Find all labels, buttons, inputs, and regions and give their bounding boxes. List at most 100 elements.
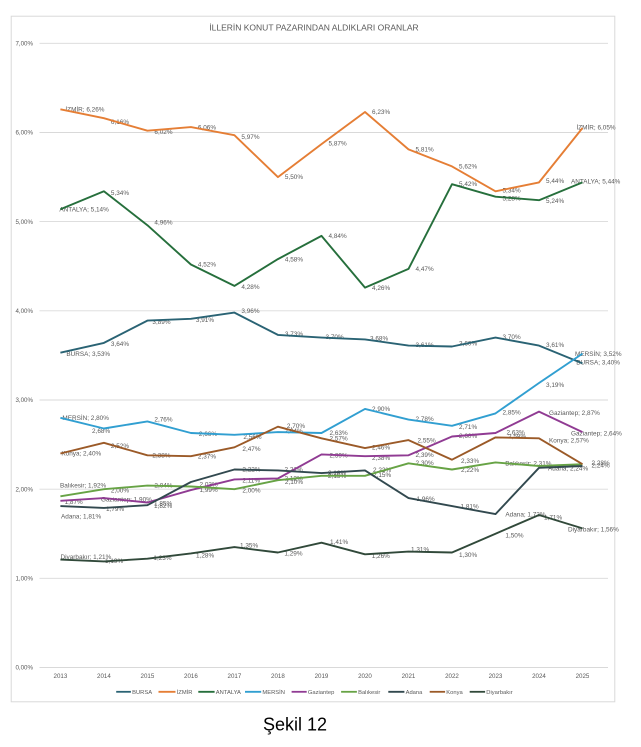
svg-text:2,60%: 2,60% [459, 433, 477, 440]
svg-text:1,71%: 1,71% [544, 515, 562, 522]
svg-text:4,84%: 4,84% [329, 233, 347, 240]
svg-text:3,60%: 3,60% [459, 341, 477, 348]
svg-text:5,42%: 5,42% [459, 181, 477, 188]
svg-text:2,22%: 2,22% [461, 467, 479, 474]
svg-text:1,85%: 1,85% [154, 500, 172, 507]
svg-text:1,82%: 1,82% [154, 503, 172, 510]
svg-text:1,30%: 1,30% [459, 552, 477, 559]
svg-text:1,79%: 1,79% [106, 506, 124, 513]
svg-text:2,00%: 2,00% [111, 487, 129, 494]
svg-text:2,90%: 2,90% [372, 406, 390, 413]
svg-text:2,66%: 2,66% [199, 431, 217, 438]
svg-text:5,34%: 5,34% [111, 190, 129, 197]
svg-text:Balıkesir; 2,31%: Balıkesir; 2,31% [505, 461, 551, 468]
svg-text:BURSA: BURSA [132, 690, 152, 696]
svg-text:2016: 2016 [184, 673, 198, 680]
svg-text:4,58%: 4,58% [285, 256, 303, 263]
svg-text:2,33%: 2,33% [461, 458, 479, 465]
svg-text:7,00%: 7,00% [15, 41, 33, 48]
svg-text:1,00%: 1,00% [15, 576, 33, 583]
svg-text:Konya: Konya [446, 690, 463, 696]
svg-text:2,24%: 2,24% [592, 462, 610, 469]
svg-text:2,56%: 2,56% [243, 434, 261, 441]
svg-text:2014: 2014 [97, 673, 111, 680]
svg-text:Balıkesir; 1,92%: Balıkesir; 1,92% [60, 483, 106, 490]
svg-text:1,81%: 1,81% [461, 503, 479, 510]
svg-text:İLLERİN KONUT PAZARINDAN ALDIK: İLLERİN KONUT PAZARINDAN ALDIKLARI ORANL… [209, 23, 418, 33]
svg-text:2,00%: 2,00% [15, 486, 33, 493]
svg-text:Adana; 1,72%: Adana; 1,72% [505, 512, 545, 519]
svg-text:2,47%: 2,47% [242, 446, 260, 453]
svg-text:3,91%: 3,91% [196, 317, 214, 324]
svg-text:2,46%: 2,46% [372, 444, 390, 451]
svg-text:MERSİN: MERSİN [262, 689, 285, 696]
svg-text:2024: 2024 [532, 673, 546, 680]
svg-text:5,97%: 5,97% [241, 134, 259, 141]
svg-text:6,00%: 6,00% [15, 130, 33, 137]
svg-text:4,26%: 4,26% [372, 285, 390, 292]
svg-text:4,96%: 4,96% [154, 219, 172, 226]
svg-text:Şekil 12: Şekil 12 [263, 715, 327, 735]
svg-text:Adana; 1,81%: Adana; 1,81% [61, 514, 101, 521]
svg-text:2,63%: 2,63% [330, 430, 348, 437]
svg-text:Konya; 2,57%: Konya; 2,57% [549, 438, 589, 445]
svg-text:2,37%: 2,37% [198, 453, 216, 460]
svg-text:6,06%: 6,06% [198, 124, 216, 131]
svg-text:Gaziantep; 2,87%: Gaziantep; 2,87% [549, 410, 600, 417]
svg-text:1,23%: 1,23% [153, 555, 171, 562]
svg-text:İZMİR; 6,26%: İZMİR; 6,26% [65, 105, 104, 114]
svg-text:BURSA; 3,53%: BURSA; 3,53% [66, 351, 110, 358]
svg-text:1,50%: 1,50% [505, 533, 523, 540]
svg-text:1,87%: 1,87% [65, 499, 83, 506]
svg-text:5,81%: 5,81% [416, 147, 434, 154]
svg-text:5,24%: 5,24% [546, 198, 564, 205]
svg-text:ANTALYA; 5,14%: ANTALYA; 5,14% [59, 206, 109, 213]
svg-text:2015: 2015 [141, 673, 155, 680]
svg-text:2,68%: 2,68% [92, 428, 110, 435]
svg-text:1,41%: 1,41% [330, 539, 348, 546]
svg-text:5,00%: 5,00% [15, 219, 33, 226]
svg-text:1,28%: 1,28% [196, 553, 214, 560]
svg-text:ANTALYA: ANTALYA [216, 690, 241, 696]
svg-text:2,78%: 2,78% [416, 416, 434, 423]
svg-text:2,11%: 2,11% [242, 478, 260, 485]
svg-text:2,55%: 2,55% [418, 437, 436, 444]
svg-text:2,30%: 2,30% [416, 460, 434, 467]
svg-text:ANTALYA; 5,44%: ANTALYA; 5,44% [571, 179, 621, 186]
svg-text:2,57%: 2,57% [330, 436, 348, 443]
svg-text:5,87%: 5,87% [329, 140, 347, 147]
svg-text:2025: 2025 [576, 673, 590, 680]
svg-text:3,64%: 3,64% [111, 341, 129, 348]
svg-text:2,70%: 2,70% [287, 423, 305, 430]
svg-text:MERSİN; 3,52%: MERSİN; 3,52% [575, 349, 622, 358]
svg-text:2,10%: 2,10% [285, 479, 303, 486]
svg-text:5,62%: 5,62% [459, 164, 477, 171]
svg-text:2,76%: 2,76% [154, 417, 172, 424]
svg-text:3,00%: 3,00% [15, 397, 33, 404]
svg-text:2018: 2018 [271, 673, 285, 680]
svg-text:Diyarbakır; 1,56%: Diyarbakır; 1,56% [568, 527, 619, 534]
svg-text:İZMİR: İZMİR [177, 689, 193, 696]
svg-text:6,23%: 6,23% [372, 109, 390, 116]
svg-text:1,26%: 1,26% [372, 553, 390, 560]
svg-text:0,00%: 0,00% [15, 665, 33, 672]
svg-text:2,18%: 2,18% [328, 470, 346, 477]
svg-text:2,15%: 2,15% [373, 472, 391, 479]
svg-text:3,70%: 3,70% [503, 334, 521, 341]
svg-text:Diyarbakır: Diyarbakır [486, 690, 512, 696]
svg-text:2,71%: 2,71% [459, 424, 477, 431]
svg-text:2,63%: 2,63% [507, 430, 525, 437]
svg-text:2,38%: 2,38% [372, 455, 390, 462]
svg-text:2020: 2020 [358, 673, 372, 680]
svg-text:2023: 2023 [489, 673, 503, 680]
svg-text:2017: 2017 [228, 673, 242, 680]
svg-text:Gaziantep: Gaziantep [308, 690, 334, 696]
svg-text:2019: 2019 [315, 673, 329, 680]
svg-text:4,00%: 4,00% [15, 308, 33, 315]
svg-text:2013: 2013 [54, 673, 68, 680]
svg-text:2,85%: 2,85% [503, 410, 521, 417]
svg-text:BURSA; 3,40%: BURSA; 3,40% [576, 360, 620, 367]
svg-text:1,96%: 1,96% [417, 496, 435, 503]
svg-text:3,89%: 3,89% [152, 319, 170, 326]
svg-text:3,19%: 3,19% [546, 382, 564, 389]
